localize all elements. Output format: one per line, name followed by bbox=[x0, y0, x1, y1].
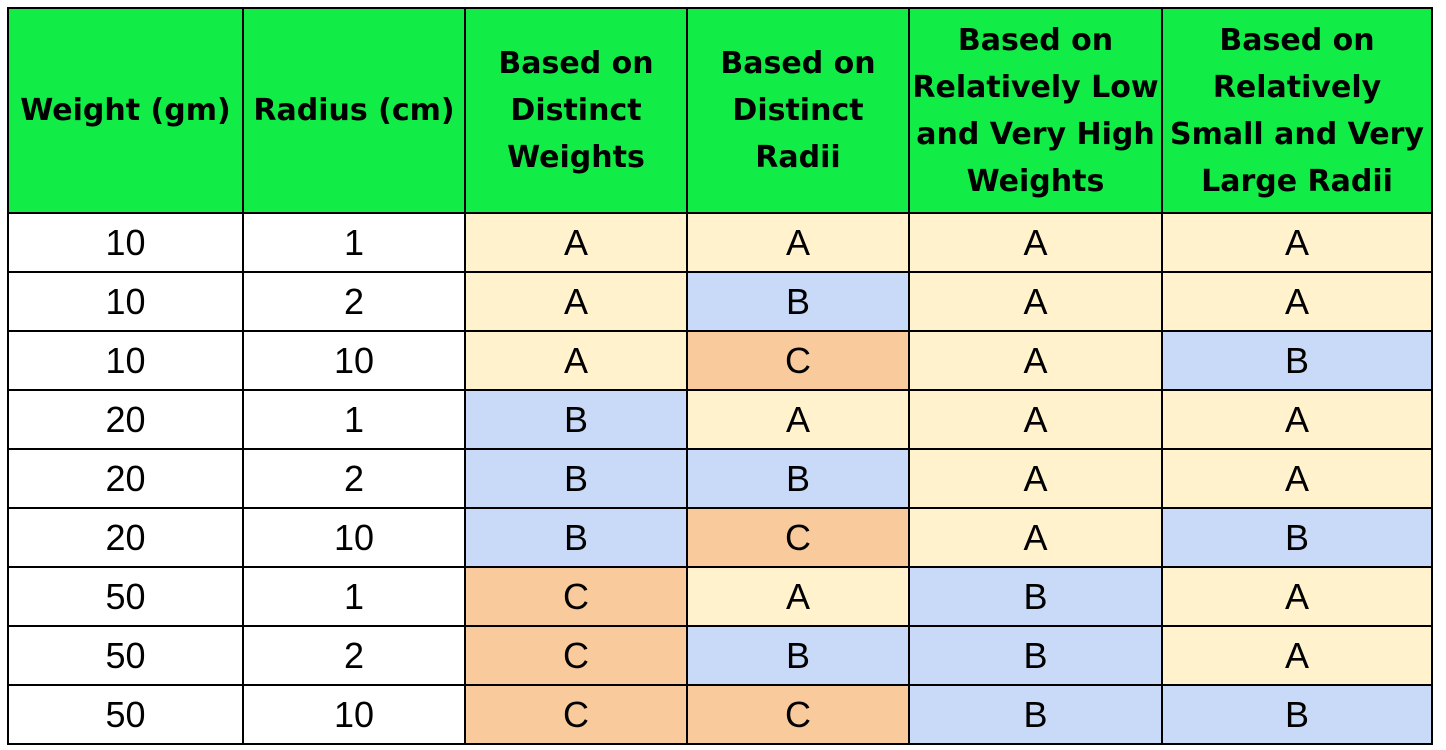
table-row: 10 1 A A A A bbox=[7, 212, 1433, 273]
radius-cell: 2 bbox=[242, 448, 466, 509]
weight-cell: 10 bbox=[7, 212, 244, 273]
table-row: 10 10 A C A B bbox=[7, 330, 1433, 391]
distinct-weights-cell: A bbox=[464, 212, 688, 273]
small-large-radii-cell: A bbox=[1161, 625, 1433, 686]
low-high-weights-cell: A bbox=[908, 330, 1163, 391]
small-large-radii-cell: B bbox=[1161, 684, 1433, 745]
radius-cell: 2 bbox=[242, 625, 466, 686]
distinct-radii-cell: B bbox=[686, 448, 910, 509]
header-low-high-weights: Based on Relatively Low and Very High We… bbox=[908, 7, 1163, 214]
weight-cell: 10 bbox=[7, 330, 244, 391]
table-row: 50 10 C C B B bbox=[7, 684, 1433, 745]
distinct-radii-cell: A bbox=[686, 566, 910, 627]
distinct-weights-cell: B bbox=[464, 389, 688, 450]
weight-cell: 20 bbox=[7, 448, 244, 509]
distinct-radii-cell: C bbox=[686, 330, 910, 391]
low-high-weights-cell: A bbox=[908, 507, 1163, 568]
small-large-radii-cell: A bbox=[1161, 212, 1433, 273]
distinct-weights-cell: C bbox=[464, 566, 688, 627]
header-distinct-radii: Based on Distinct Radii bbox=[686, 7, 910, 214]
radius-cell: 1 bbox=[242, 212, 466, 273]
small-large-radii-cell: A bbox=[1161, 448, 1433, 509]
low-high-weights-cell: B bbox=[908, 566, 1163, 627]
table-row: 20 1 B A A A bbox=[7, 389, 1433, 450]
low-high-weights-cell: A bbox=[908, 212, 1163, 273]
table-body: 10 1 A A A A 10 2 A B A A 10 10 A C A B 20 1 B A A A 20 2 B B A A 20 10… bbox=[7, 212, 1433, 745]
low-high-weights-cell: B bbox=[908, 625, 1163, 686]
distinct-weights-cell: B bbox=[464, 507, 688, 568]
radius-cell: 10 bbox=[242, 330, 466, 391]
grouping-table: Weight (gm) Radius (cm) Based on Distinc… bbox=[7, 7, 1433, 745]
radius-cell: 2 bbox=[242, 271, 466, 332]
table-row: 20 10 B C A B bbox=[7, 507, 1433, 568]
distinct-radii-cell: B bbox=[686, 271, 910, 332]
header-small-large-radii: Based on Relatively Small and Very Large… bbox=[1161, 7, 1433, 214]
radius-cell: 10 bbox=[242, 507, 466, 568]
weight-cell: 20 bbox=[7, 507, 244, 568]
distinct-radii-cell: C bbox=[686, 684, 910, 745]
distinct-weights-cell: C bbox=[464, 684, 688, 745]
small-large-radii-cell: B bbox=[1161, 507, 1433, 568]
small-large-radii-cell: A bbox=[1161, 271, 1433, 332]
small-large-radii-cell: B bbox=[1161, 330, 1433, 391]
radius-cell: 10 bbox=[242, 684, 466, 745]
low-high-weights-cell: A bbox=[908, 448, 1163, 509]
small-large-radii-cell: A bbox=[1161, 566, 1433, 627]
table-row: 20 2 B B A A bbox=[7, 448, 1433, 509]
distinct-radii-cell: A bbox=[686, 389, 910, 450]
header-distinct-weights: Based on Distinct Weights bbox=[464, 7, 688, 214]
distinct-weights-cell: A bbox=[464, 271, 688, 332]
distinct-weights-cell: C bbox=[464, 625, 688, 686]
weight-cell: 50 bbox=[7, 625, 244, 686]
weight-cell: 20 bbox=[7, 389, 244, 450]
header-row: Weight (gm) Radius (cm) Based on Distinc… bbox=[7, 7, 1433, 214]
table-row: 50 1 C A B A bbox=[7, 566, 1433, 627]
header-radius: Radius (cm) bbox=[242, 7, 466, 214]
distinct-radii-cell: B bbox=[686, 625, 910, 686]
header-weight: Weight (gm) bbox=[7, 7, 244, 214]
distinct-radii-cell: C bbox=[686, 507, 910, 568]
table-row: 50 2 C B B A bbox=[7, 625, 1433, 686]
weight-cell: 50 bbox=[7, 566, 244, 627]
small-large-radii-cell: A bbox=[1161, 389, 1433, 450]
radius-cell: 1 bbox=[242, 389, 466, 450]
low-high-weights-cell: B bbox=[908, 684, 1163, 745]
low-high-weights-cell: A bbox=[908, 389, 1163, 450]
low-high-weights-cell: A bbox=[908, 271, 1163, 332]
distinct-radii-cell: A bbox=[686, 212, 910, 273]
distinct-weights-cell: A bbox=[464, 330, 688, 391]
weight-cell: 50 bbox=[7, 684, 244, 745]
radius-cell: 1 bbox=[242, 566, 466, 627]
distinct-weights-cell: B bbox=[464, 448, 688, 509]
table-row: 10 2 A B A A bbox=[7, 271, 1433, 332]
weight-cell: 10 bbox=[7, 271, 244, 332]
